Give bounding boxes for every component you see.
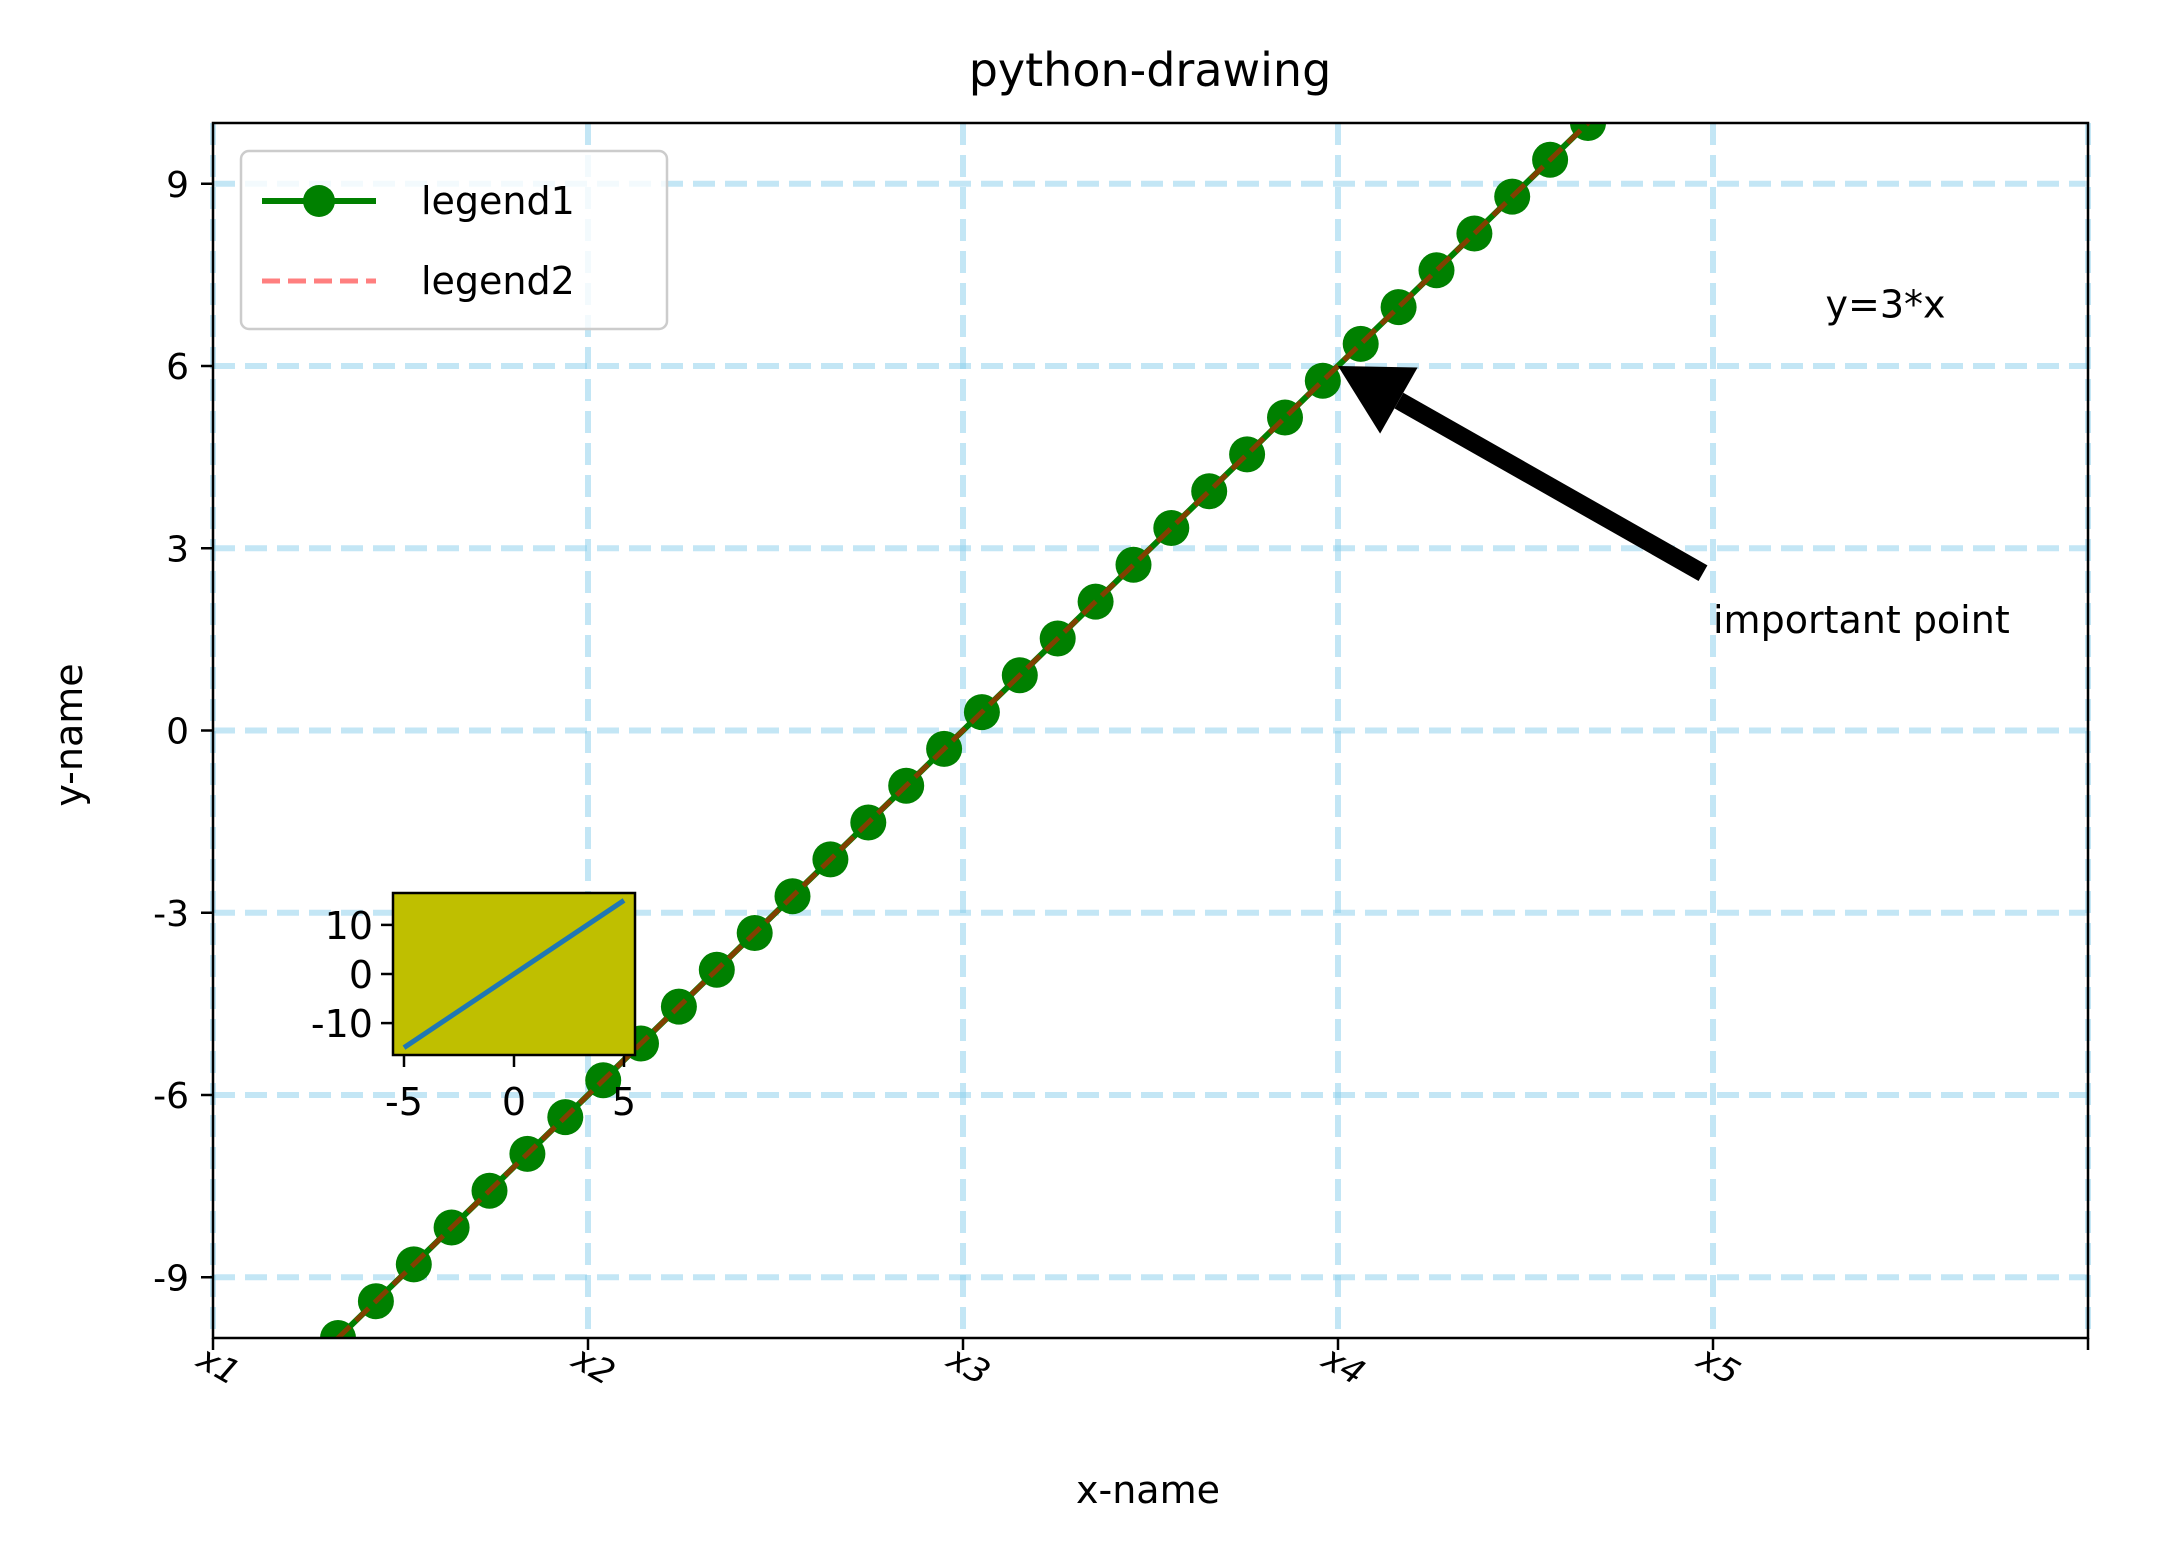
legend-box: [239, 149, 669, 331]
legend-marker-legend1: [303, 185, 335, 217]
series-point-legend1-32: [282, 1357, 318, 1393]
chart-title: python-drawing: [969, 43, 1332, 97]
y-tick-label-5: 6: [166, 347, 189, 388]
y-tick-label-4: 3: [166, 529, 189, 570]
annotation-layer: y=3*x important point: [1338, 282, 2010, 642]
annotation-arrow-head-1: [1338, 366, 1418, 434]
series-point-legend1-31: [244, 1394, 280, 1430]
annotation-arrow-shaft-1: [1394, 392, 1708, 581]
series-point-legend1-33: [320, 1320, 356, 1338]
y-tick-label-3: 0: [166, 712, 189, 753]
inset-series-line: [402, 898, 626, 1050]
x-tick-label-0: x1: [189, 1338, 246, 1394]
inset-y-tick-label-2: 10: [325, 904, 373, 948]
y-tick-label-6: 9: [166, 165, 189, 206]
annotation-text-1: important point: [1713, 598, 2010, 642]
y-tick-label-0: -9: [153, 1258, 189, 1299]
inset-x-tick-label-1: 0: [502, 1080, 526, 1124]
series-point-legend1-28: [131, 1504, 167, 1540]
x-tick-label-1: x2: [564, 1338, 621, 1394]
series-point-legend1-68: [1646, 31, 1682, 67]
legend-label-legend2: legend2: [421, 259, 575, 303]
series-point-legend1-30: [206, 1431, 242, 1467]
x-axis-label: x-name: [1076, 1468, 1220, 1512]
tick-layer: x1 x2 x3 x4 x5 -9 -6 -3 0 3 6 9: [153, 165, 2090, 1394]
series-point-legend1-67: [1608, 68, 1644, 104]
inset-x-tick-label-2: 5: [612, 1080, 636, 1124]
y-tick-label-1: -6: [153, 1076, 189, 1117]
inset-layer: -5 0 5 -10 0 10: [311, 891, 637, 1124]
x-tick-label-2: x3: [939, 1338, 996, 1394]
y-tick-label-2: -3: [153, 894, 189, 935]
series-point-legend1-66: [1570, 123, 1606, 141]
x-tick-label-3: x4: [1314, 1338, 1371, 1394]
legend-label-legend1: legend1: [421, 179, 575, 223]
inset-y-tick-label-1: 0: [349, 953, 373, 997]
series-point-legend1-29: [169, 1467, 205, 1503]
series-point-legend1-69: [1684, 0, 1720, 31]
inset-y-tick-label-0: -10: [311, 1002, 373, 1046]
legend-layer: legend1 legend2: [239, 149, 669, 331]
inset-x-tick-label-0: -5: [385, 1080, 423, 1124]
annotation-text-0: y=3*x: [1826, 282, 1946, 326]
series-point-legend1-27: [93, 1541, 129, 1553]
x-tick-label-4: x5: [1689, 1338, 1746, 1394]
y-axis-label: y-name: [47, 663, 91, 806]
